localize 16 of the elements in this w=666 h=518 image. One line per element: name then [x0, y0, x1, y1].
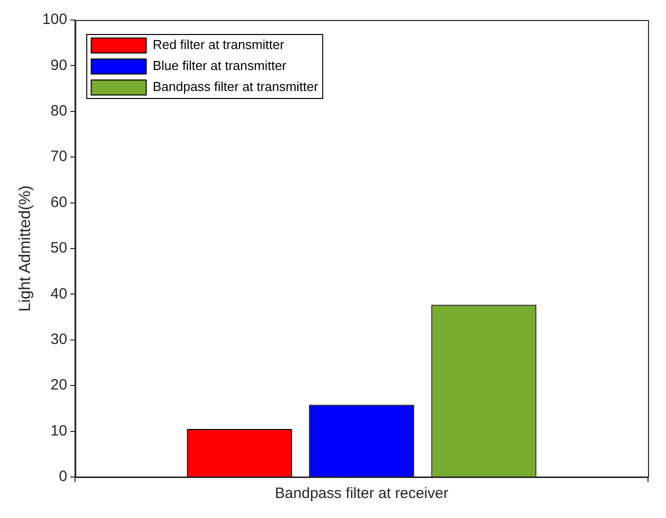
y-tick-label: 30 — [50, 331, 68, 348]
y-tick-label: 60 — [50, 194, 68, 211]
x-tick-label: Bandpass filter at receiver — [274, 485, 448, 502]
y-axis-title: Light Admitted(%) — [17, 185, 34, 312]
y-tick-label: 40 — [50, 285, 68, 302]
y-tick-label: 10 — [50, 422, 68, 440]
y-tick-label: 80 — [50, 102, 68, 120]
y-tick-label: 70 — [50, 148, 68, 166]
legend-label: Red filter at transmitter — [152, 37, 285, 52]
legend-label: Bandpass filter at transmitter — [152, 79, 319, 94]
y-tick-label: 0 — [58, 468, 68, 486]
y-tick-label: 100 — [42, 11, 68, 28]
legend-label: Blue filter at transmitter — [152, 58, 288, 74]
y-tick-label: 20 — [50, 376, 68, 394]
y-tick-label: 50 — [50, 240, 68, 257]
y-tick-label: 90 — [50, 56, 68, 74]
